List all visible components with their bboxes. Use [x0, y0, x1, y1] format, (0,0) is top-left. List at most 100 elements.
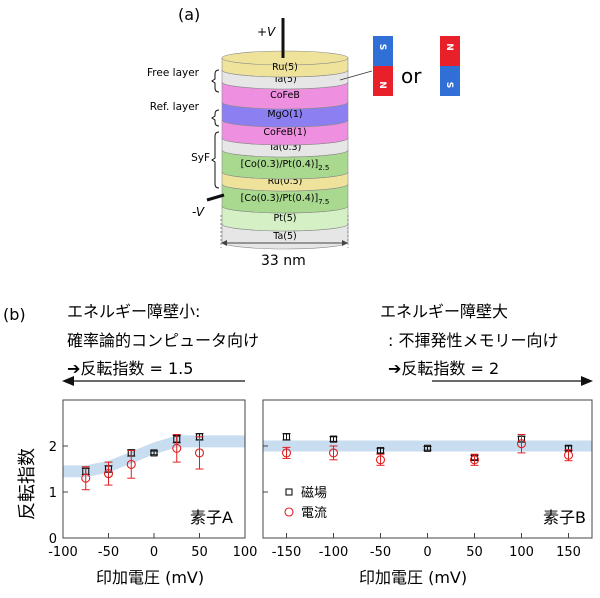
series-current — [281, 434, 574, 466]
layer-name: Pt(5) — [274, 213, 297, 224]
magnet-pole-label: N — [377, 81, 387, 89]
free-layer-pointer — [339, 70, 373, 81]
data-point-circle — [328, 448, 339, 458]
magnet-icon-down: NS — [440, 36, 460, 96]
data-point-circle — [126, 459, 136, 469]
plus-v-label: +V — [257, 25, 276, 39]
layer-name: MgO(1) — [267, 109, 302, 120]
bracket-label: Free layer — [147, 67, 200, 79]
data-point-square — [282, 433, 291, 441]
x-tick-label: -100 — [48, 545, 78, 560]
x-tick-label: 0 — [150, 545, 158, 560]
layer-name: Ta(5) — [272, 74, 297, 85]
layer-label: [Co(0.3)/Pt(0.4)]7.5 — [241, 193, 330, 206]
layer-side — [221, 183, 349, 214]
x-axis-label-a: 印加電圧 (mV) — [96, 568, 204, 587]
magnet-bottom-half — [440, 66, 460, 96]
layer-label: Pt(5) — [274, 213, 297, 224]
magnet-pole-label: N — [444, 43, 454, 51]
layer-brackets: Free layer Ref. layer SyF — [147, 67, 220, 189]
layer-name: Ru(0.5) — [268, 176, 303, 187]
data-point-circle — [194, 448, 205, 458]
x-tick-label: -150 — [272, 545, 302, 560]
y-tick-label: 2 — [49, 440, 57, 455]
legend-label: 電流 — [301, 506, 327, 521]
layer-label: Ta(5) — [272, 231, 297, 242]
layer-subscript: 7.5 — [318, 198, 329, 206]
range-arrows — [62, 376, 593, 386]
layer-label: [Co(0.3)/Pt(0.4)]2.5 — [241, 159, 330, 172]
layer-side — [221, 149, 349, 180]
left-caption-line: 確率論的コンピュータ向け — [67, 331, 259, 350]
magnet-top-half — [440, 36, 460, 66]
right-caption-line: ➔反転指数 = 2 — [388, 359, 499, 378]
magnet-pole-label: S — [444, 82, 454, 88]
width-dimension — [220, 215, 349, 248]
data-point-circle — [81, 473, 91, 483]
right-caption-line: : 不揮発性メモリー向け — [388, 331, 558, 350]
data-point-circle — [103, 469, 114, 479]
x-tick-label: 0 — [423, 545, 431, 560]
legend-marker-circle — [284, 507, 294, 517]
legend-marker-square — [285, 488, 293, 496]
data-point-circle — [375, 455, 386, 465]
layer-label: CoFeB — [270, 90, 300, 101]
data-point-circle — [516, 439, 527, 449]
layer-subscript: 2.5 — [318, 164, 329, 172]
magnet-icon-up: SN — [373, 36, 393, 96]
x-tick-label: 100 — [233, 545, 258, 560]
x-tick-label: 50 — [191, 545, 208, 560]
x-tick-label: 50 — [466, 545, 483, 560]
device-label: 素子A — [190, 508, 233, 527]
layer-label: CoFeB(1) — [263, 127, 306, 138]
right-caption-line: エネルギー障壁大 — [380, 302, 508, 321]
chart-device-a: -100 -50 0 50 100 0 1 2 素子A — [48, 399, 258, 560]
layer-name: [Co(0.3)/Pt(0.4)] — [241, 159, 319, 170]
layer-name: Ru(5) — [272, 62, 298, 73]
y-tick-label: 0 — [49, 532, 57, 547]
layer-label: MgO(1) — [267, 109, 302, 120]
x-tick-label: 150 — [556, 545, 581, 560]
layer-name: CoFeB(1) — [263, 127, 306, 138]
bottom-electrode — [206, 193, 225, 202]
layer-label: Ru(5) — [272, 62, 298, 73]
layer-label: Ta(5) — [272, 74, 297, 85]
magnet-bottom-half — [373, 66, 393, 96]
data-point-square — [329, 435, 338, 443]
data-point-square — [423, 444, 432, 452]
layer-label: Ta(0.3) — [268, 142, 302, 153]
magnet-top-half — [373, 36, 393, 66]
data-point-circle — [469, 455, 480, 465]
layer-label: Ru(0.5) — [268, 176, 303, 187]
x-tick-label: -50 — [98, 545, 119, 560]
y-tick-label: 1 — [49, 486, 57, 501]
width-label: 33 nm — [261, 253, 306, 269]
left-caption-line: エネルギー障壁小: — [67, 302, 200, 321]
bracket — [211, 69, 220, 93]
bracket-label: Ref. layer — [150, 101, 200, 113]
layer-name: CoFeB — [270, 90, 300, 101]
y-axis-label: 反転指数 — [17, 448, 38, 520]
data-point-circle — [172, 443, 182, 453]
series-current — [81, 434, 205, 491]
bracket-label: SyF — [191, 152, 210, 164]
layer-name: [Co(0.3)/Pt(0.4)] — [241, 193, 319, 204]
data-point-circle — [563, 450, 574, 460]
or-label: or — [401, 64, 422, 88]
legend-label: 磁場 — [301, 486, 327, 501]
data-point-square — [376, 447, 385, 455]
panel-a-label: (a) — [178, 5, 200, 24]
panel-b-label: (b) — [3, 305, 26, 324]
bracket — [211, 109, 220, 127]
x-tick-label: 100 — [509, 545, 534, 560]
layer-name: Ta(5) — [272, 231, 297, 242]
minus-v-label: -V — [192, 205, 205, 219]
layer-name: Ta(0.3) — [268, 142, 302, 153]
x-tick-label: -100 — [319, 545, 349, 560]
device-label: 素子B — [543, 508, 586, 527]
layer-0: Ru(5) — [221, 50, 349, 78]
data-point-circle — [281, 448, 292, 458]
captions: エネルギー障壁小: 確率論的コンピュータ向け ➔反転指数 = 1.5 エネルギー障壁大… — [67, 302, 558, 378]
